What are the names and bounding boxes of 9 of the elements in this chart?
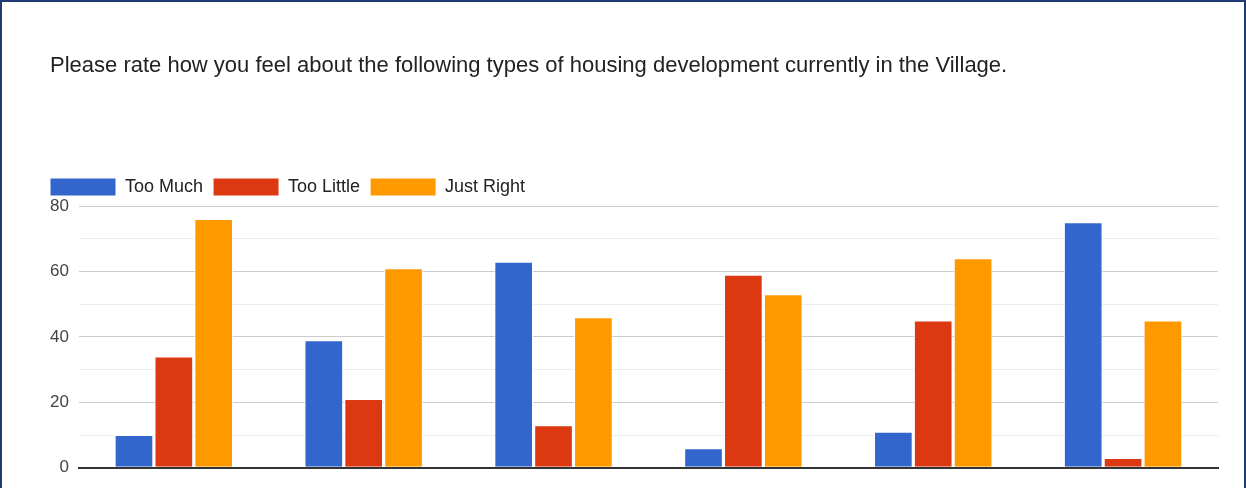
legend-label: Just Right: [445, 175, 526, 196]
chart-title: Please rate how you feel about the following types of housing development currently in the Village.: [50, 52, 1008, 78]
y-tick-label: 20: [49, 392, 69, 412]
y-tick-label: 0: [59, 457, 69, 477]
legend-label: Too Much: [125, 175, 204, 196]
y-tick-label: 60: [49, 261, 69, 281]
legend-label: Too Little: [288, 175, 361, 196]
y-tick-label: 40: [49, 326, 69, 346]
y-tick-label: 80: [49, 195, 69, 215]
